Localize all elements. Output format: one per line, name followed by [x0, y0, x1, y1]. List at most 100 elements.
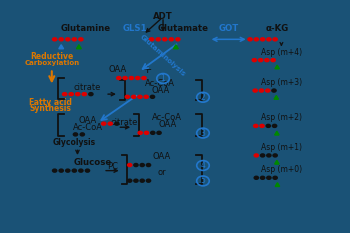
- Circle shape: [265, 124, 271, 128]
- Text: Carboxylation: Carboxylation: [24, 61, 79, 66]
- Circle shape: [135, 76, 140, 80]
- Text: Synthesis: Synthesis: [29, 104, 71, 113]
- Circle shape: [133, 178, 139, 183]
- Circle shape: [272, 124, 278, 128]
- Circle shape: [131, 95, 136, 99]
- Text: Asp (m+0): Asp (m+0): [261, 165, 302, 174]
- Text: PC: PC: [107, 162, 118, 171]
- Text: α-KG: α-KG: [266, 24, 289, 33]
- Polygon shape: [274, 96, 279, 99]
- Circle shape: [271, 88, 277, 93]
- Circle shape: [139, 178, 145, 183]
- Circle shape: [141, 76, 147, 80]
- Circle shape: [175, 37, 181, 41]
- Circle shape: [259, 124, 265, 128]
- Text: OAA: OAA: [78, 116, 97, 125]
- Circle shape: [78, 37, 84, 41]
- Circle shape: [68, 92, 74, 96]
- Circle shape: [88, 92, 94, 96]
- Circle shape: [107, 121, 113, 126]
- Text: or: or: [157, 168, 166, 177]
- Circle shape: [146, 178, 151, 183]
- Circle shape: [253, 175, 259, 180]
- Circle shape: [266, 37, 272, 41]
- Circle shape: [128, 76, 134, 80]
- Circle shape: [144, 130, 149, 135]
- Circle shape: [272, 153, 278, 158]
- Circle shape: [82, 92, 87, 96]
- Text: +: +: [143, 65, 152, 75]
- Polygon shape: [77, 45, 81, 49]
- Text: Asp (m+3): Asp (m+3): [261, 78, 302, 87]
- Circle shape: [144, 95, 149, 99]
- Text: citrate: citrate: [111, 118, 138, 127]
- Circle shape: [272, 37, 278, 41]
- Text: Asp (m+4): Asp (m+4): [261, 48, 302, 57]
- Circle shape: [137, 95, 143, 99]
- Circle shape: [78, 168, 84, 173]
- Circle shape: [127, 163, 133, 167]
- Polygon shape: [275, 131, 279, 135]
- Polygon shape: [174, 45, 178, 49]
- Circle shape: [247, 37, 253, 41]
- Circle shape: [258, 58, 264, 62]
- Circle shape: [259, 88, 264, 93]
- Circle shape: [125, 95, 130, 99]
- Circle shape: [58, 168, 64, 173]
- Circle shape: [133, 163, 139, 167]
- Circle shape: [137, 130, 143, 135]
- Text: GOT: GOT: [218, 24, 239, 33]
- Circle shape: [156, 130, 162, 135]
- Circle shape: [139, 163, 145, 167]
- Circle shape: [155, 37, 161, 41]
- Text: Glutamine: Glutamine: [61, 24, 111, 33]
- Text: Glucose: Glucose: [74, 158, 112, 167]
- Circle shape: [85, 168, 90, 173]
- Circle shape: [72, 132, 78, 137]
- Circle shape: [65, 37, 71, 41]
- Circle shape: [116, 76, 122, 80]
- Circle shape: [75, 92, 80, 96]
- Polygon shape: [59, 45, 64, 49]
- Text: Ac-CoA: Ac-CoA: [145, 79, 175, 88]
- Text: 5: 5: [201, 176, 205, 185]
- Circle shape: [149, 37, 154, 41]
- Circle shape: [114, 121, 120, 126]
- Circle shape: [260, 37, 265, 41]
- Text: Glutamate: Glutamate: [158, 24, 209, 33]
- Circle shape: [260, 175, 265, 180]
- Text: OAA: OAA: [151, 86, 169, 95]
- Circle shape: [79, 132, 85, 137]
- Text: Ac-CoA: Ac-CoA: [152, 113, 182, 122]
- Circle shape: [52, 168, 57, 173]
- Circle shape: [265, 88, 271, 93]
- Circle shape: [264, 58, 270, 62]
- Text: OAA: OAA: [158, 120, 176, 130]
- Circle shape: [146, 163, 151, 167]
- Circle shape: [62, 92, 68, 96]
- Text: 2: 2: [201, 93, 205, 102]
- Circle shape: [65, 168, 71, 173]
- Circle shape: [127, 178, 133, 183]
- Text: Fatty acid: Fatty acid: [29, 98, 72, 107]
- Circle shape: [251, 58, 257, 62]
- Text: ADT: ADT: [153, 13, 173, 21]
- Text: Glutaminolysis: Glutaminolysis: [138, 33, 186, 77]
- Text: Reductive: Reductive: [30, 51, 74, 61]
- Polygon shape: [275, 160, 279, 164]
- Text: 4: 4: [201, 161, 205, 170]
- Circle shape: [253, 153, 259, 158]
- Circle shape: [168, 37, 174, 41]
- Text: Ac-CoA: Ac-CoA: [72, 123, 103, 132]
- Circle shape: [253, 37, 259, 41]
- Circle shape: [71, 37, 77, 41]
- Circle shape: [260, 153, 265, 158]
- Circle shape: [150, 130, 156, 135]
- Circle shape: [122, 76, 128, 80]
- Polygon shape: [275, 183, 280, 186]
- Circle shape: [71, 168, 77, 173]
- Circle shape: [266, 153, 272, 158]
- Circle shape: [252, 88, 258, 93]
- Text: Asp (m+2): Asp (m+2): [261, 113, 302, 122]
- Text: 1: 1: [161, 74, 166, 83]
